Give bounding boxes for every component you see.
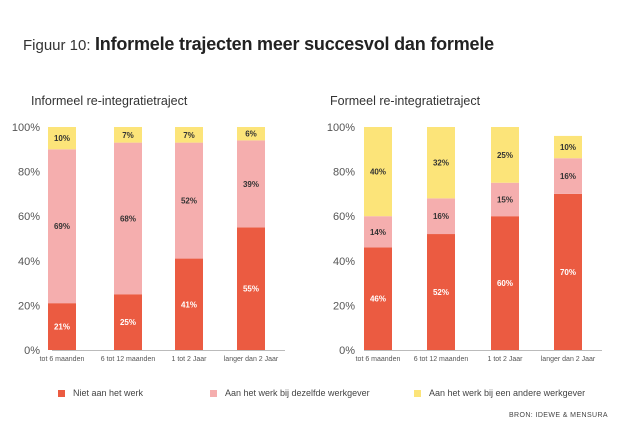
data-label: 15% (497, 195, 513, 204)
legend-item-niet: Niet aan het werk (58, 388, 143, 398)
data-label: 25% (497, 151, 513, 160)
bar-segment (554, 158, 582, 194)
data-label: 68% (120, 214, 136, 223)
y-tick-label: 60% (333, 211, 355, 223)
bar-segment (237, 227, 265, 350)
bar-segment (364, 216, 392, 248)
y-tick-label: 20% (18, 300, 40, 312)
bar-segment (554, 193, 582, 350)
data-label: 25% (120, 318, 136, 327)
legend-swatch-niet (58, 389, 65, 397)
source-note: BRON: IDEWE & MENSURA (508, 412, 608, 419)
bar-segment (114, 294, 142, 350)
data-label: 21% (54, 323, 70, 332)
y-tick-label: 100% (327, 122, 355, 134)
bar-segment (237, 140, 265, 228)
x-tick-label: 1 tot 2 Jaar (487, 356, 523, 363)
data-label: 40% (370, 168, 386, 177)
bar-segment (48, 127, 76, 150)
x-tick-label: langer dan 2 Jaar (224, 356, 279, 363)
bar-segment (175, 127, 203, 143)
y-tick-label: 40% (18, 256, 40, 268)
data-label: 32% (433, 159, 449, 168)
y-tick-label: 40% (333, 256, 355, 268)
data-label: 10% (560, 143, 576, 152)
figure-title-text: Informele trajecten meer succesvol dan f… (95, 34, 494, 54)
bar-segment (48, 303, 76, 350)
data-label: 6% (245, 130, 257, 139)
bar-segment (114, 127, 142, 143)
figure-prefix: Figuur 10: (23, 37, 91, 54)
bar-segment (427, 127, 455, 199)
legend-label-niet: Niet aan het werk (73, 388, 144, 398)
data-label: 16% (433, 212, 449, 221)
legend: Niet aan het werk Aan het werk bij dezel… (0, 388, 628, 402)
chart-title-informeel: Informeel re-integratietraject (31, 94, 188, 108)
data-label: 10% (54, 134, 70, 143)
x-tick-label: 6 tot 12 maanden (101, 356, 156, 363)
x-tick-label: tot 6 maanden (40, 356, 85, 363)
legend-item-zelfde: Aan het werk bij dezelfde werkgever (210, 388, 370, 398)
chart-title-formeel: Formeel re-integratietraject (330, 94, 481, 108)
data-label: 46% (370, 295, 386, 304)
data-label: 55% (243, 285, 259, 294)
data-label: 7% (183, 131, 195, 140)
bar-segment (114, 142, 142, 295)
data-label: 16% (560, 172, 576, 181)
x-tick-label: tot 6 maanden (356, 356, 401, 363)
legend-label-andere: Aan het werk bij een andere werkgever (429, 388, 586, 398)
legend-label-zelfde: Aan het werk bij dezelfde werkgever (225, 388, 370, 398)
data-label: 69% (54, 222, 70, 231)
data-label: 70% (560, 268, 576, 277)
y-tick-label: 0% (24, 345, 40, 357)
bar-segment (491, 216, 519, 350)
bar-segment (175, 258, 203, 350)
bar-segment (427, 234, 455, 350)
bar-segment (237, 127, 265, 141)
data-label: 52% (181, 197, 197, 206)
data-label: 60% (497, 279, 513, 288)
y-tick-label: 20% (333, 300, 355, 312)
bar-segment (175, 142, 203, 259)
legend-item-andere: Aan het werk bij een andere werkgever (414, 388, 585, 398)
legend-swatch-andere (414, 389, 421, 397)
x-tick-label: langer dan 2 Jaar (541, 356, 596, 363)
x-tick-label: 1 tot 2 Jaar (171, 356, 207, 363)
bar-segment (491, 127, 519, 183)
bar-segment (554, 135, 582, 159)
y-tick-label: 100% (12, 122, 40, 134)
bar-segment (427, 198, 455, 235)
data-label: 7% (122, 131, 134, 140)
y-tick-label: 0% (339, 345, 355, 357)
y-tick-label: 60% (18, 211, 40, 223)
legend-swatch-zelfde (210, 389, 217, 397)
y-tick-label: 80% (333, 167, 355, 179)
bar-segment (364, 127, 392, 217)
data-label: 52% (433, 288, 449, 297)
x-tick-label: 6 tot 12 maanden (414, 356, 469, 363)
data-label: 41% (181, 300, 197, 309)
bar-segment (491, 182, 519, 217)
figure-title: Figuur 10: Informele trajecten meer succ… (23, 34, 494, 55)
bar-segment (48, 149, 76, 304)
data-label: 39% (243, 180, 259, 189)
y-tick-label: 80% (18, 167, 40, 179)
data-label: 14% (370, 228, 386, 237)
bar-segment (364, 247, 392, 350)
